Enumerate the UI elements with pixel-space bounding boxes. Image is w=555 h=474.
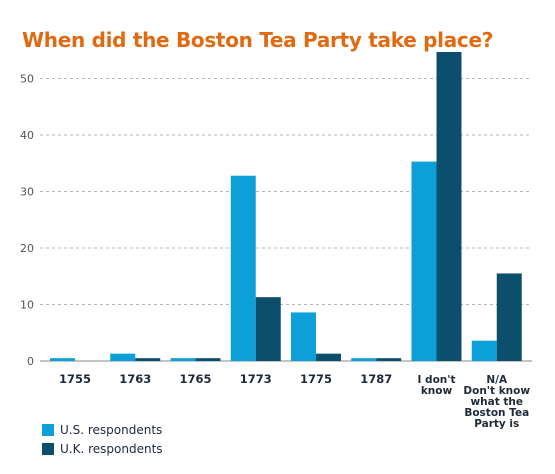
bar-uk-7	[496, 273, 522, 361]
bar-uk-6	[436, 52, 462, 361]
bar-us-5	[351, 358, 377, 361]
bar-us-1	[110, 353, 136, 361]
bar-uk-3	[255, 297, 281, 361]
legend: U.S. respondents U.K. respondents	[42, 420, 163, 458]
x-category-label-6: I don't know	[417, 374, 455, 397]
y-tick-label-0: 0	[27, 355, 34, 368]
y-tick-label-10: 10	[20, 299, 34, 312]
y-tick-label-20: 20	[20, 242, 34, 255]
bar-us-4	[291, 312, 316, 361]
bar-us-3	[230, 175, 256, 361]
legend-swatch-uk	[42, 442, 54, 455]
legend-label-us: U.S. respondents	[60, 422, 163, 437]
legend-item-uk: U.K. respondents	[42, 439, 163, 458]
x-category-label-7: N/A Don't know what the Boston Tea Party is	[463, 374, 530, 430]
bar-uk-5	[376, 358, 402, 361]
bar-uk-2	[195, 358, 221, 361]
bar-us-0	[50, 358, 75, 361]
y-tick-label-30: 30	[20, 186, 34, 199]
x-category-label-5: 1787	[360, 372, 392, 386]
bar-uk-4	[316, 353, 341, 361]
x-category-label-4: 1775	[300, 372, 332, 386]
bar-uk-1	[135, 358, 161, 361]
x-category-label-2: 1765	[179, 372, 211, 386]
legend-swatch-us	[42, 423, 54, 436]
legend-item-us: U.S. respondents	[42, 420, 163, 439]
y-tick-label-40: 40	[20, 129, 34, 142]
legend-label-uk: U.K. respondents	[60, 441, 163, 456]
x-category-label-1: 1763	[119, 372, 151, 386]
x-category-label-3: 1773	[240, 372, 272, 386]
x-category-label-0: 1755	[59, 372, 91, 386]
chart-title: When did the Boston Tea Party take place…	[22, 28, 494, 52]
bar-us-2	[170, 358, 196, 361]
bar-us-6	[411, 161, 437, 361]
bar-us-7	[471, 340, 497, 361]
y-tick-label-50: 50	[20, 73, 34, 86]
